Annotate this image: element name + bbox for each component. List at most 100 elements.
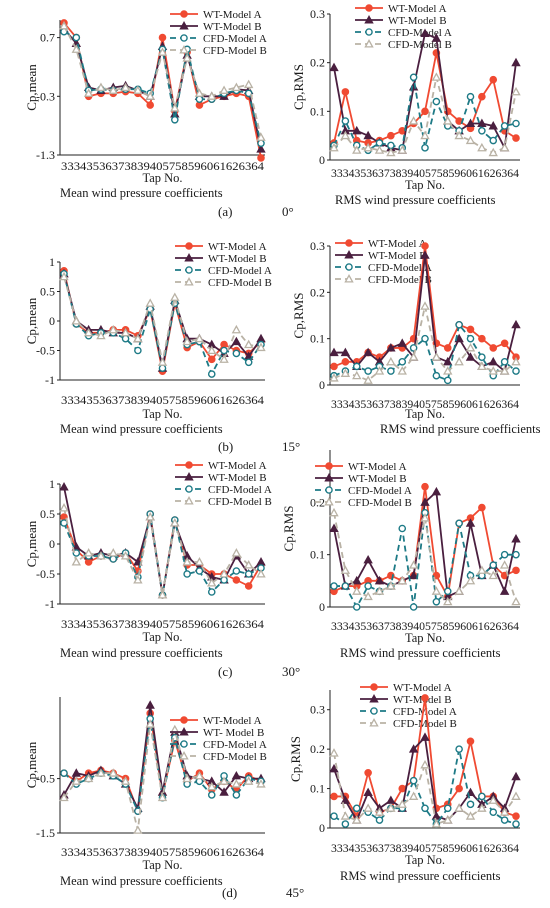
chart-d-rms-point-wtA <box>364 769 372 777</box>
chart-c-rms-legend-marker-wtA <box>325 462 333 470</box>
chart-b-mean-point-cfdB <box>207 345 217 355</box>
panel-caption-c-angle: 30° <box>282 664 300 679</box>
chart-a-mean-point-cfdA <box>195 95 204 104</box>
chart-d-rms-point-cfdB <box>408 791 419 800</box>
chart-d-rms-point-cfdA <box>409 776 418 785</box>
panel-caption-a: (a) 0° <box>218 204 294 219</box>
chart-a-rms-ylabel: Cp,RMS <box>291 64 306 110</box>
chart-a-mean-point-wtA <box>146 101 154 109</box>
chart-b-mean-point-cfdB <box>256 342 266 352</box>
chart-b-rms-xlabel: Tap No. <box>405 407 445 421</box>
chart-b-mean-point-cfdB <box>170 292 180 301</box>
chart-b-rms-point-cfdA <box>432 371 441 380</box>
chart-a-rms-point-cfdB <box>443 116 453 125</box>
chart-c-mean-point-cfdB <box>83 548 94 557</box>
chart-d-rms-point-cfdB <box>397 799 407 808</box>
chart-a-rms-point-cfdA <box>512 119 520 128</box>
chart-c-mean-point-cfdB <box>133 575 143 584</box>
chart-b-mean-legend-marker-wtB <box>184 253 194 262</box>
chart-a-mean-point-cfdB <box>219 85 229 94</box>
chart-b-mean-ytick-label: 0.5 <box>40 285 55 299</box>
chart-c-mean: 1 0.5 0 -0.5 -1 Cp,mean Tap No. Mean wind pr… <box>24 460 272 660</box>
chart-c-rms-point-cfdA <box>443 587 452 596</box>
chart-d-mean-legend-entry-cfdA <box>170 740 198 748</box>
chart-d-rms-point-cfdA <box>466 800 475 809</box>
chart-a-rms-point-wtB <box>363 130 373 140</box>
chart-a-mean-point-cfdB <box>207 91 217 100</box>
chart-a-rms-point-wtA <box>489 75 498 84</box>
chart-a-rms-point-cfdB <box>420 130 430 140</box>
chart-c-mean-ytick-label: 0 <box>49 537 55 551</box>
chart-d-mean-point-cfdB <box>145 719 155 728</box>
chart-c-mean-point-cfdA <box>244 570 253 578</box>
chart-c-rms-point-wtB <box>352 575 362 585</box>
chart-a-mean-point-cfdB <box>170 103 180 112</box>
chart-c-rms-point-wtA <box>478 503 486 512</box>
panel-caption-b-angle: 15° <box>282 439 300 454</box>
chart-b-rms-point-wtA <box>330 362 338 371</box>
chart-a-mean-legend-1: WT-Model A <box>203 9 262 21</box>
chart-d-rms-point-cfdA <box>489 808 498 817</box>
chart-c-rms-point-cfdB <box>431 586 442 595</box>
chart-d-mean-legend-marker-cfdB <box>179 751 189 760</box>
chart-c-mean-legend-entry-cfdA <box>175 485 203 493</box>
chart-c-mean-point-wtB <box>59 482 69 491</box>
chart-d-mean-point-cfdB <box>96 768 106 777</box>
chart-d-rms-point-wtA <box>455 784 463 793</box>
chart-c-rms-point-cfdA <box>512 550 520 559</box>
chart-c-mean-point-cfdB <box>194 557 205 566</box>
chart-d-rms-point-cfdB <box>431 819 442 828</box>
chart-c-rms-line-cfdB <box>333 512 517 603</box>
chart-c-rms-point-wtA <box>421 482 429 491</box>
chart-b-rms-legend-1: WT-Model A <box>368 238 427 250</box>
chart-c-mean-point-cfdB <box>231 548 242 557</box>
chart-a-rms-point-cfdA <box>409 73 418 82</box>
chart-c-rms-ytick-label: 0 <box>319 600 325 614</box>
chart-d-mean-point-cfdB <box>157 792 168 802</box>
chart-b-rms-axes: 0 0.1 0.2 0.3 <box>310 239 520 392</box>
chart-d-rms-point-cfdB <box>374 807 385 816</box>
chart-b-mean-legend-marker-cfdB <box>184 277 194 286</box>
chart-c-rms-legend-4: CFD-Model B <box>348 497 412 509</box>
chart-d-rms-legend-entry-wtB <box>360 694 388 703</box>
chart-c-mean-legend-2: WT-Model B <box>208 472 267 484</box>
chart-a-mean-caption: Mean wind pressure coefficients <box>60 186 223 200</box>
chart-b-mean: 1 0.5 0 -0.5 -1 Cp,mean Tap No. Mean wind pr… <box>24 241 272 436</box>
chart-d-rms-legend-entry-cfdA <box>360 707 388 715</box>
chart-c-mean-ylabel: Cp,mean <box>24 520 39 567</box>
chart-c-rms-tap-labels: 33343536373839405758596061626364 <box>331 621 519 633</box>
chart-c-rms-point-cfdA <box>352 603 361 611</box>
chart-c-rms-point-wtB <box>499 586 510 595</box>
chart-c-rms-legend-entry-wtA <box>315 462 343 470</box>
chart-b-rms-point-wtB <box>465 352 476 361</box>
chart-d-rms-ytick-label: 0.2 <box>310 742 325 756</box>
chart-b-rms-point-cfdB <box>374 366 385 375</box>
chart-c-mean-point-cfdA <box>183 570 191 578</box>
chart-a-rms-ytick-label: 0.1 <box>310 104 325 118</box>
chart-d-mean-point-wtB <box>231 770 242 780</box>
chart-d-rms-xlabel: Tap No. <box>405 853 445 867</box>
chart-d-rms-caption: RMS wind pressure coefficients <box>340 869 501 883</box>
chart-c-rms-point-cfdA <box>330 582 338 590</box>
chart-a-mean-ylabel: Cp,mean <box>24 64 39 111</box>
chart-c-rms-point-cfdB <box>443 596 453 606</box>
chart-c-mean-point-wtB <box>256 557 266 566</box>
chart-c-rms-series-cfdB <box>329 507 521 606</box>
chart-a-rms-point-wtA <box>387 131 395 140</box>
chart-d-rms-point-cfdB <box>443 815 453 824</box>
chart-b-mean-point-cfdA <box>244 358 253 367</box>
chart-c-rms-point-cfdB <box>488 570 498 580</box>
chart-c-rms-point-cfdA <box>489 561 498 569</box>
panel-caption-c-letter: (c) <box>218 664 232 679</box>
chart-d-rms-point-cfdB <box>329 748 339 757</box>
panel-caption-a-angle: 0° <box>282 204 294 219</box>
chart-d-rms: 0 0.1 0.2 0.3 Cp,RMS Tap No. RMS wind press… <box>288 682 521 883</box>
chart-b-mean-ytick-label: 1 <box>49 255 55 269</box>
chart-c-mean-point-wtA <box>84 558 93 566</box>
chart-b-rms-series-cfdA <box>330 320 520 385</box>
chart-a-rms-point-cfdA <box>489 136 498 145</box>
chart-a-mean-legend-2: WT-Model B <box>203 21 262 33</box>
chart-a-mean-legend-entry-wtA <box>170 10 198 18</box>
chart-b-rms-ytick-label: 0.1 <box>310 332 325 346</box>
chart-a-mean-legend-marker-wtB <box>179 21 189 30</box>
